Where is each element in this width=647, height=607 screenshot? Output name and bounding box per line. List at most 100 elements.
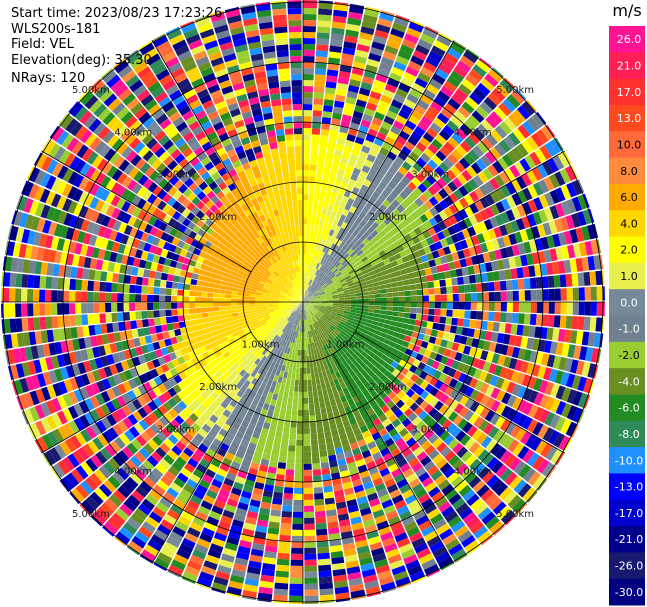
- velocity-gate: [521, 101, 536, 116]
- velocity-gate: [329, 340, 335, 348]
- velocity-gate: [474, 380, 484, 391]
- velocity-gate: [325, 437, 333, 445]
- velocity-gate: [370, 337, 378, 344]
- velocity-gate: [308, 194, 314, 201]
- velocity-gate: [395, 14, 410, 22]
- velocity-gate: [347, 84, 360, 94]
- velocity-gate: [459, 335, 468, 345]
- velocity-gate: [479, 184, 490, 196]
- velocity-gate: [436, 442, 448, 453]
- velocity-gate: [417, 72, 431, 84]
- velocity-gate: [331, 373, 338, 381]
- velocity-gate: [309, 361, 314, 368]
- velocity-gate: [361, 245, 368, 253]
- velocity-gate: [565, 315, 573, 329]
- velocity-gate: [379, 147, 390, 157]
- velocity-gate: [485, 240, 494, 252]
- velocity-gate: [9, 272, 17, 287]
- velocity-gate: [353, 280, 360, 285]
- velocity-gate: [316, 276, 321, 283]
- velocity-gate: [294, 481, 303, 488]
- velocity-gate: [441, 419, 453, 430]
- velocity-gate: [290, 553, 303, 560]
- velocity-gate: [308, 318, 312, 325]
- velocity-gate: [87, 280, 94, 291]
- velocity-gate: [342, 236, 349, 244]
- velocity-gate: [405, 473, 418, 484]
- velocity-gate: [468, 149, 480, 162]
- velocity-gate: [448, 411, 459, 422]
- velocity-gate: [300, 355, 303, 362]
- velocity-gate: [446, 120, 459, 132]
- velocity-gate: [476, 141, 489, 154]
- velocity-gate: [503, 77, 516, 89]
- velocity-gate: [549, 414, 561, 429]
- velocity-gate: [287, 396, 293, 404]
- velocity-gate: [344, 139, 355, 148]
- velocity-gate: [325, 247, 330, 254]
- velocity-gate: [360, 332, 368, 338]
- velocity-gate: [359, 219, 367, 228]
- velocity-gate: [319, 219, 325, 227]
- velocity-gate: [377, 462, 388, 472]
- velocity-gate: [544, 141, 557, 157]
- velocity-gate: [372, 509, 385, 519]
- velocity-gate: [544, 381, 555, 396]
- velocity-gate: [431, 138, 443, 150]
- velocity-gate: [593, 332, 602, 348]
- velocity-gate: [601, 270, 605, 285]
- velocity-gate: [105, 313, 113, 323]
- velocity-gate: [189, 308, 196, 314]
- velocity-gate: [304, 565, 318, 572]
- velocity-gate: [415, 172, 426, 183]
- velocity-gate: [99, 281, 106, 292]
- velocity-gate: [323, 363, 329, 371]
- velocity-gate: [335, 397, 342, 405]
- velocity-gate: [295, 457, 303, 464]
- velocity-gate: [555, 342, 564, 356]
- velocity-gate: [374, 186, 384, 195]
- velocity-gate: [331, 27, 345, 36]
- velocity-gate: [336, 357, 343, 365]
- velocity-gate: [338, 297, 345, 300]
- velocity-gate: [390, 260, 398, 268]
- velocity-gate: [443, 207, 454, 218]
- velocity-gate: [361, 145, 371, 154]
- velocity-gate: [286, 463, 295, 470]
- velocity-gate: [489, 177, 500, 190]
- velocity-gate: [331, 223, 337, 231]
- velocity-gate: [453, 40, 467, 50]
- velocity-gate: [307, 293, 312, 298]
- velocity-gate: [334, 149, 343, 157]
- velocity-gate: [448, 350, 458, 360]
- velocity-gate: [249, 307, 256, 311]
- velocity-gate: [461, 267, 469, 276]
- velocity-gate: [303, 298, 308, 302]
- velocity-gate: [93, 292, 100, 302]
- velocity-gate: [33, 303, 40, 317]
- velocity-gate: [456, 173, 468, 185]
- velocity-gate: [435, 426, 446, 438]
- velocity-gate: [327, 362, 333, 370]
- velocity-gate: [45, 316, 53, 329]
- velocity-gate: [378, 100, 390, 110]
- velocity-gate: [323, 394, 330, 402]
- velocity-gate: [523, 278, 531, 290]
- velocity-gate: [545, 446, 558, 461]
- velocity-gate: [189, 313, 197, 320]
- velocity-gate: [590, 302, 597, 316]
- velocity-gate: [543, 249, 552, 263]
- velocity-gate: [328, 136, 338, 144]
- velocity-gate: [353, 318, 361, 324]
- velocity-gate: [310, 146, 319, 153]
- velocity-gate: [346, 430, 355, 439]
- velocity-gate: [303, 451, 312, 458]
- velocity-gate: [445, 169, 457, 181]
- velocity-gate: [413, 187, 423, 197]
- velocity-gate: [190, 278, 198, 286]
- velocity-gate: [387, 554, 402, 564]
- velocity-gate: [299, 373, 303, 380]
- velocity-gate: [380, 10, 395, 17]
- velocity-gate: [369, 90, 382, 100]
- velocity-gate: [361, 165, 371, 174]
